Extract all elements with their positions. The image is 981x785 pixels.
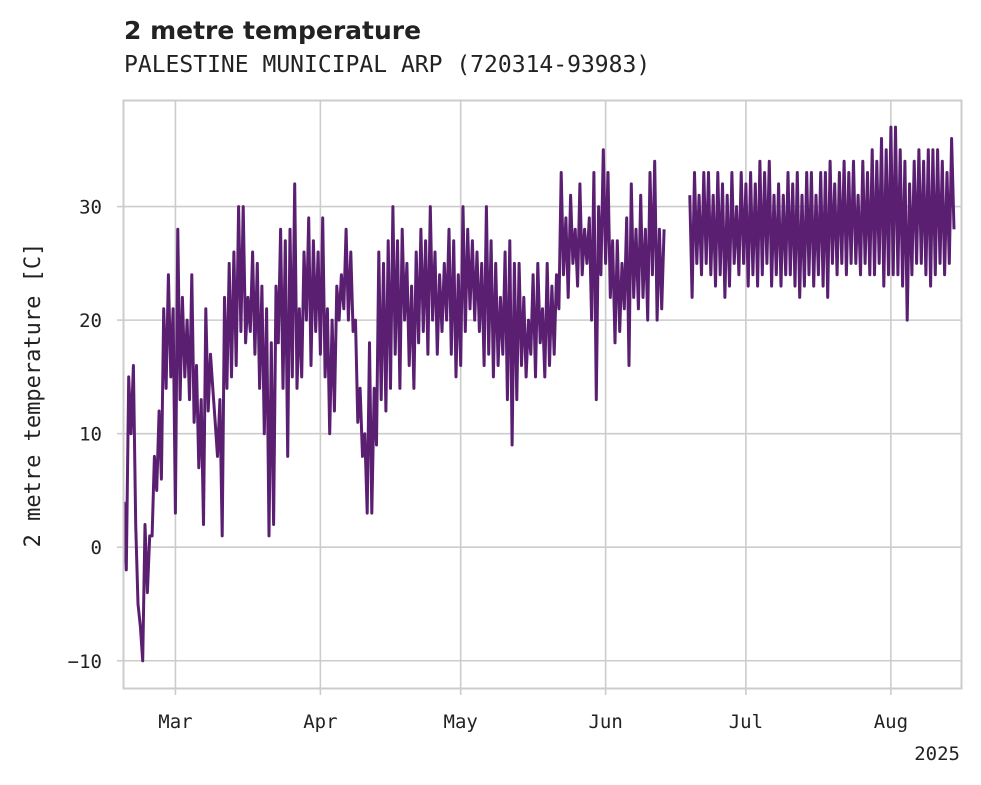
chart-title: 2 metre temperature	[124, 16, 422, 45]
y-tick-label: −10	[68, 651, 102, 673]
series-layer	[122, 125, 956, 663]
x-year-label: 2025	[914, 743, 960, 765]
x-tick-label: Jul	[729, 711, 763, 733]
x-tick-label: Mar	[158, 711, 192, 733]
y-tick-label: 20	[79, 310, 102, 332]
grid-lines	[124, 101, 961, 688]
x-tick-label: Aug	[874, 711, 908, 733]
x-tick-label: Jun	[588, 711, 622, 733]
y-tick-label: 0	[91, 537, 102, 559]
x-tick-label: Apr	[303, 711, 337, 733]
y-axis-label: 2 metre temperature [C]	[21, 243, 46, 548]
y-tick-label: 10	[79, 424, 102, 446]
temperature-series-line	[122, 125, 956, 663]
x-tick-label: May	[444, 711, 478, 733]
tick-layer: −10 0 10 20 30 Mar Apr May Jun Jul Aug	[68, 197, 908, 733]
axes-frame	[122, 99, 963, 690]
y-tick-label: 30	[79, 197, 102, 219]
chart-subtitle: PALESTINE MUNICIPAL ARP (720314-93983)	[124, 52, 651, 78]
